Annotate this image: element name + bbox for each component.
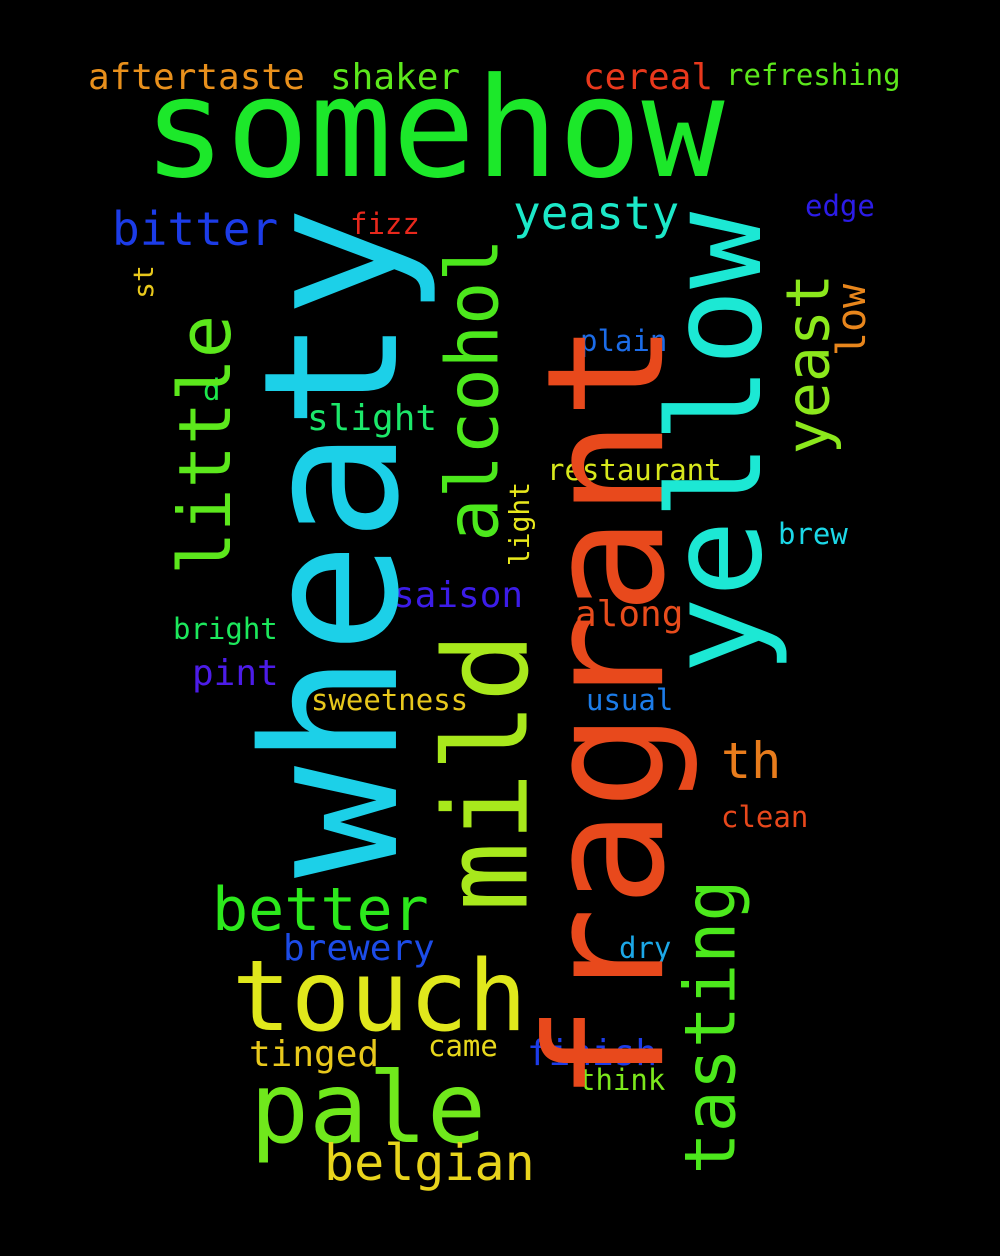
word-think: think <box>578 1063 666 1097</box>
word-d: d <box>203 373 221 407</box>
word-brewery: brewery <box>283 928 435 969</box>
word-plain: plain <box>580 324 668 358</box>
word-dry: dry <box>619 931 672 965</box>
word-refreshing: refreshing <box>726 58 901 92</box>
word-shaker: shaker <box>330 57 461 98</box>
word-aftertaste: aftertaste <box>88 57 305 98</box>
word-st: st <box>126 265 160 299</box>
word-pint: pint <box>192 653 279 694</box>
word-low: low <box>829 283 876 357</box>
word-mild: mild <box>419 632 555 912</box>
word-somehow: somehow <box>143 48 725 209</box>
word-along: along <box>575 594 684 635</box>
word-restaurant: restaurant <box>547 453 722 487</box>
word-bitter: bitter <box>112 202 279 256</box>
word-fizz: fizz <box>350 207 420 241</box>
word-came: came <box>428 1029 498 1063</box>
word-brew: brew <box>778 517 848 551</box>
word-yeasty: yeasty <box>513 186 680 240</box>
word-light: light <box>503 481 537 567</box>
word-tasting: tasting <box>669 879 752 1175</box>
word-yellow: yellow <box>642 211 792 675</box>
word-finish: finish <box>527 1033 658 1074</box>
word-better: better <box>212 875 429 945</box>
word-usual: usual <box>586 683 674 717</box>
word-saison: saison <box>393 575 524 616</box>
word-alcohol: alcohol <box>430 238 515 542</box>
word-sweetness: sweetness <box>311 683 469 717</box>
word-edge: edge <box>805 189 875 223</box>
word-tinged: tinged <box>249 1034 380 1075</box>
word-slight: slight <box>307 398 438 439</box>
word-touch: touch <box>232 940 528 1054</box>
word-th: th <box>721 732 782 790</box>
word-cereal: cereal <box>583 57 714 98</box>
word-clean: clean <box>721 800 809 834</box>
word-bright: bright <box>173 612 278 646</box>
word-pale: pale <box>250 1052 487 1166</box>
word-little: little <box>163 314 248 576</box>
word-belgian: belgian <box>324 1134 535 1192</box>
word-wheaty: wheaty <box>222 206 440 878</box>
